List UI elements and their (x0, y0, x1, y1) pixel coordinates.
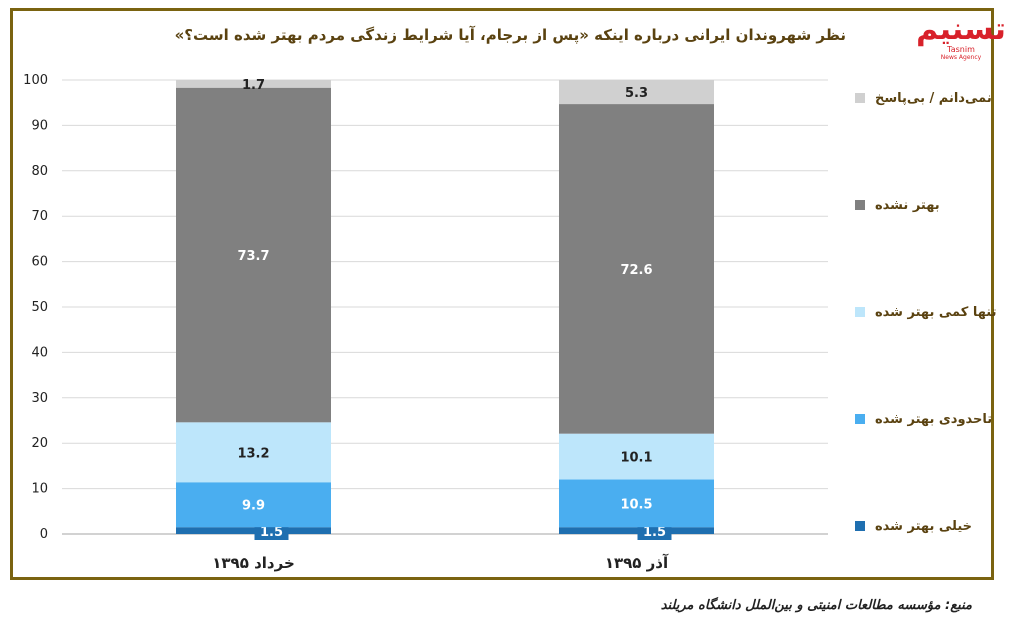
legend-label: خیلی بهتر شده (875, 518, 973, 534)
y-tick-label: 0 (40, 527, 48, 542)
y-tick-label: 30 (31, 391, 48, 406)
data-label: 10.1 (620, 451, 652, 466)
bar-segment (176, 422, 331, 483)
bar-segment (559, 479, 714, 528)
bar-segment (559, 433, 714, 480)
data-label: 9.9 (242, 499, 265, 514)
y-tick-label: 20 (31, 436, 48, 451)
data-label: 10.5 (620, 497, 652, 512)
source-note: منبع: مؤسسه مطالعات امنیتی و بین‌الملل د… (660, 598, 972, 613)
legend-label: بهتر نشده (875, 197, 940, 213)
bar-segment (176, 87, 331, 423)
legend-swatch (855, 93, 865, 103)
bar-segment (559, 104, 714, 434)
bar-segment (176, 80, 331, 88)
bar-segment (176, 527, 331, 534)
data-label: 5.3 (625, 86, 648, 101)
tasnim-logo: تسنیم Tasnim News Agency (916, 12, 1006, 64)
legend-swatch (855, 200, 865, 210)
legend-swatch (855, 307, 865, 317)
bar-segment (559, 80, 714, 105)
y-tick-label: 60 (31, 255, 48, 270)
logo-sub: Tasnim (947, 45, 975, 54)
y-tick-label: 100 (23, 73, 48, 88)
y-tick-label: 90 (31, 118, 48, 133)
data-label: 1.7 (242, 78, 265, 93)
legend-swatch (855, 414, 865, 424)
y-tick-label: 40 (31, 345, 48, 360)
bar-segment (559, 527, 714, 534)
legend-item: خیلی بهتر شده (835, 516, 995, 536)
legend-label: نمی‌دانم / بی‌پاسخ (875, 90, 992, 106)
data-label: 72.6 (620, 263, 652, 278)
legend-item: بهتر نشده (835, 195, 995, 215)
y-tick-label: 50 (31, 300, 48, 315)
legend-label: تاحدودی بهتر شده (875, 411, 993, 427)
data-label: 1.5 (643, 525, 666, 540)
y-tick-label: 10 (31, 482, 48, 497)
y-tick-label: 80 (31, 164, 48, 179)
bar-segment (176, 482, 331, 528)
data-label: 13.2 (237, 446, 269, 461)
legend-item: نمی‌دانم / بی‌پاسخ (835, 88, 995, 108)
legend-label: تنها کمی بهتر شده (875, 304, 997, 320)
legend-item: تنها کمی بهتر شده (835, 302, 997, 322)
chart-title: نظر شهروندان ایرانی درباره اینکه «پس از … (174, 26, 846, 44)
legend-swatch (855, 521, 865, 531)
data-label: 1.5 (260, 525, 283, 540)
y-tick-label: 70 (31, 209, 48, 224)
x-category-label: خرداد ۱۳۹۵ (212, 554, 295, 572)
logo-sub2: News Agency (940, 54, 982, 61)
x-category-label: آذر ۱۳۹۵ (605, 554, 669, 572)
data-label: 73.7 (237, 249, 269, 264)
chart-frame (10, 8, 994, 580)
logo-mark: تسنیم (916, 12, 1006, 47)
legend-item: تاحدودی بهتر شده (835, 409, 995, 429)
